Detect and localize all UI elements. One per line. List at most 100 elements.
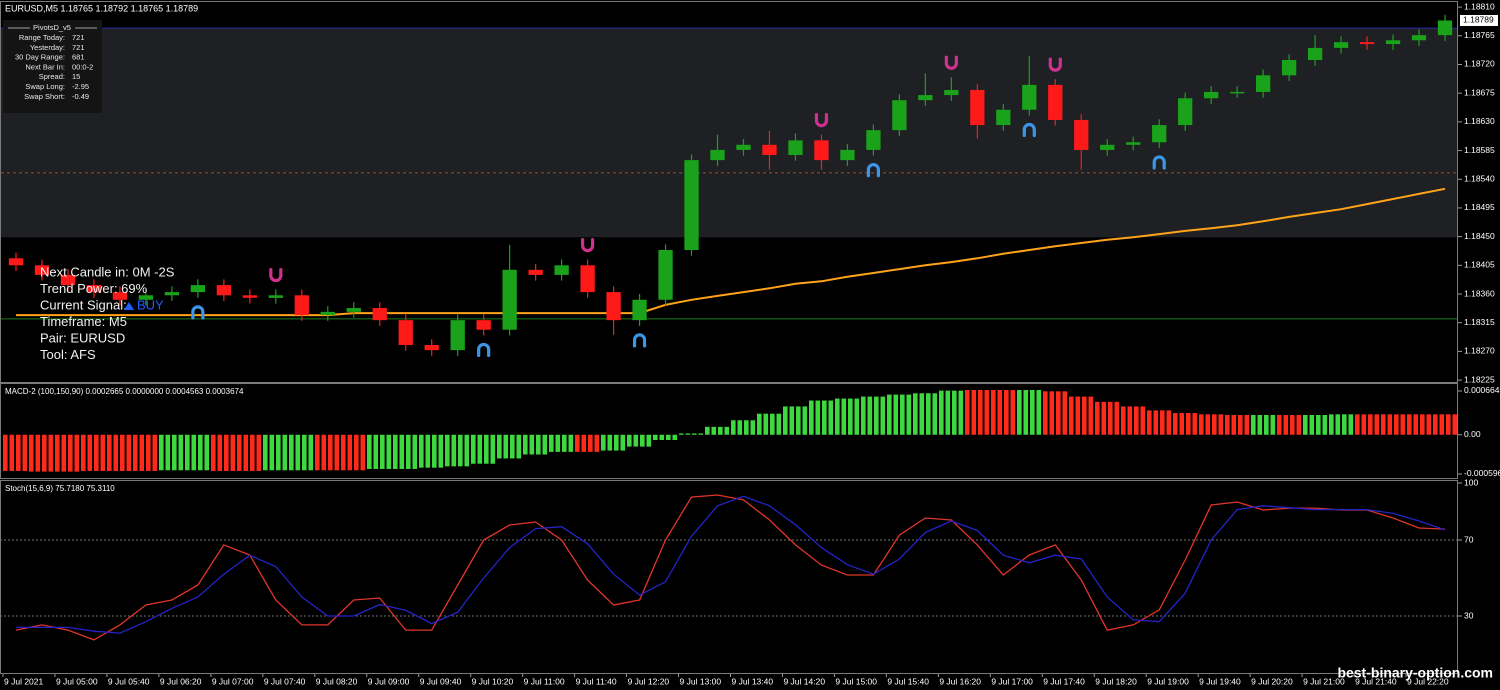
candle-body bbox=[1359, 42, 1375, 45]
x-tick-label: 9 Jul 17:40 bbox=[1043, 676, 1085, 686]
macd-bar bbox=[314, 434, 341, 471]
buy-signal bbox=[866, 163, 881, 178]
buy-signal bbox=[632, 333, 647, 348]
stoch-frame bbox=[0, 480, 1458, 674]
macd-bar bbox=[964, 389, 991, 435]
x-tick-label: 9 Jul 14:20 bbox=[783, 676, 825, 686]
x-tick-label: 9 Jul 15:40 bbox=[887, 676, 929, 686]
y-tick-label: 1.18225 bbox=[1464, 374, 1495, 384]
last-price-label: 1.18789 bbox=[1463, 15, 1494, 25]
macd-frame bbox=[0, 383, 1458, 479]
y-tick-label: 1.18270 bbox=[1464, 346, 1495, 356]
y-tick-label: 1.18450 bbox=[1464, 231, 1495, 241]
macd-bar bbox=[3, 434, 29, 471]
macd-bar bbox=[808, 400, 835, 435]
macd-bar bbox=[470, 434, 497, 464]
stoch-title: Stoch(15,6,9) 75.7180 75.3110 bbox=[5, 484, 115, 493]
pivot-value: -0.49 bbox=[72, 92, 89, 101]
x-tick-label: 9 Jul 16:20 bbox=[939, 676, 981, 686]
pivot-label: Swap Short: bbox=[24, 92, 65, 101]
candle-body bbox=[658, 250, 673, 300]
macd-bar bbox=[28, 434, 55, 472]
stoch-line bbox=[16, 495, 1446, 634]
macd-bar bbox=[782, 406, 809, 435]
candle-body bbox=[606, 292, 621, 321]
main-title: EURUSD,M5 1.18765 1.18792 1.18765 1.1878… bbox=[5, 3, 198, 13]
sell-signal bbox=[944, 55, 958, 70]
y-tick-label: 1.18540 bbox=[1464, 173, 1495, 183]
x-tick-label: 9 Jul 09:40 bbox=[420, 676, 462, 686]
macd-bar bbox=[574, 434, 601, 452]
info-line: Tool: AFS bbox=[40, 347, 96, 362]
candle-body bbox=[1074, 119, 1089, 150]
macd-bar bbox=[626, 434, 653, 447]
macd-bar bbox=[1198, 414, 1225, 435]
macd-bar bbox=[938, 390, 965, 435]
macd-bar bbox=[132, 434, 159, 471]
candle-body bbox=[892, 100, 907, 131]
candle-body bbox=[1178, 98, 1193, 126]
x-tick-label: 9 Jul 10:20 bbox=[472, 676, 514, 686]
macd-bar bbox=[210, 434, 237, 471]
macd-bar bbox=[600, 434, 627, 451]
x-tick-label: 9 Jul 11:00 bbox=[524, 676, 565, 686]
macd-bar bbox=[652, 434, 679, 441]
candle-body bbox=[528, 269, 543, 275]
candle-body bbox=[1152, 125, 1167, 143]
candle-body bbox=[1126, 142, 1141, 145]
pivot-value: -2.95 bbox=[72, 82, 89, 91]
x-tick-label: 9 Jul 05:00 bbox=[56, 676, 98, 686]
candle-body bbox=[918, 95, 933, 101]
signal-triangle bbox=[124, 302, 134, 310]
pivot-value: 721 bbox=[72, 33, 85, 42]
macd-bar bbox=[912, 393, 939, 435]
macd-bar bbox=[106, 434, 133, 471]
watermark: best-binary-option.com bbox=[1337, 665, 1493, 681]
x-tick-label: 9 Jul 17:00 bbox=[991, 676, 1033, 686]
buy-signal bbox=[477, 342, 491, 358]
info-panel: Next Candle in: 0M -2S Trend Power: 69%Cu… bbox=[40, 264, 175, 362]
x-tick-label: 9 Jul 19:40 bbox=[1199, 676, 1241, 686]
y-tick-label: -0.000596 bbox=[1464, 468, 1500, 478]
candle-body bbox=[710, 149, 725, 161]
info-line: Timeframe: M5 bbox=[40, 314, 127, 329]
candle-body bbox=[398, 320, 413, 346]
macd-bar bbox=[1120, 406, 1147, 435]
candle-body bbox=[1204, 91, 1219, 99]
y-tick-label: 1.18360 bbox=[1464, 288, 1495, 298]
candle-body bbox=[1230, 91, 1245, 94]
y-tick-label: 1.18405 bbox=[1464, 260, 1495, 270]
x-tick-label: 9 Jul 07:40 bbox=[264, 676, 306, 686]
candle-body bbox=[138, 295, 154, 300]
candle-body bbox=[1022, 84, 1037, 110]
y-tick-label: 1.18675 bbox=[1464, 87, 1495, 97]
macd-bar bbox=[236, 434, 263, 471]
pivot-range bbox=[1, 28, 1458, 238]
macd-bar bbox=[1094, 401, 1121, 435]
info-line: Current Signal: bbox=[40, 297, 127, 312]
macd-bar bbox=[1380, 414, 1407, 435]
candle-body bbox=[632, 299, 647, 321]
y-tick-label: 1.18810 bbox=[1464, 1, 1495, 11]
candle-body bbox=[1048, 84, 1063, 120]
candle-body bbox=[190, 285, 206, 293]
macd-bar bbox=[496, 434, 523, 459]
pivot-value: 681 bbox=[72, 53, 85, 62]
macd-bar bbox=[860, 396, 887, 435]
last-price-box bbox=[1460, 14, 1498, 26]
pivot-label: 30 Day Range: bbox=[15, 53, 65, 62]
macd-bar bbox=[1172, 413, 1199, 435]
signal-text: BUY bbox=[137, 297, 164, 312]
candle-body bbox=[554, 265, 569, 275]
candle-body bbox=[60, 274, 76, 286]
sell-signal bbox=[580, 237, 595, 253]
candle-body bbox=[1307, 47, 1323, 61]
pivot-value: 15 bbox=[72, 72, 80, 81]
macd-bar bbox=[1146, 410, 1173, 435]
macd-bar bbox=[704, 426, 731, 435]
x-tick-label: 9 Jul 08:20 bbox=[316, 676, 358, 686]
candle-body bbox=[1255, 75, 1271, 92]
pivot-value: 721 bbox=[72, 43, 85, 52]
candle-body bbox=[268, 295, 283, 298]
